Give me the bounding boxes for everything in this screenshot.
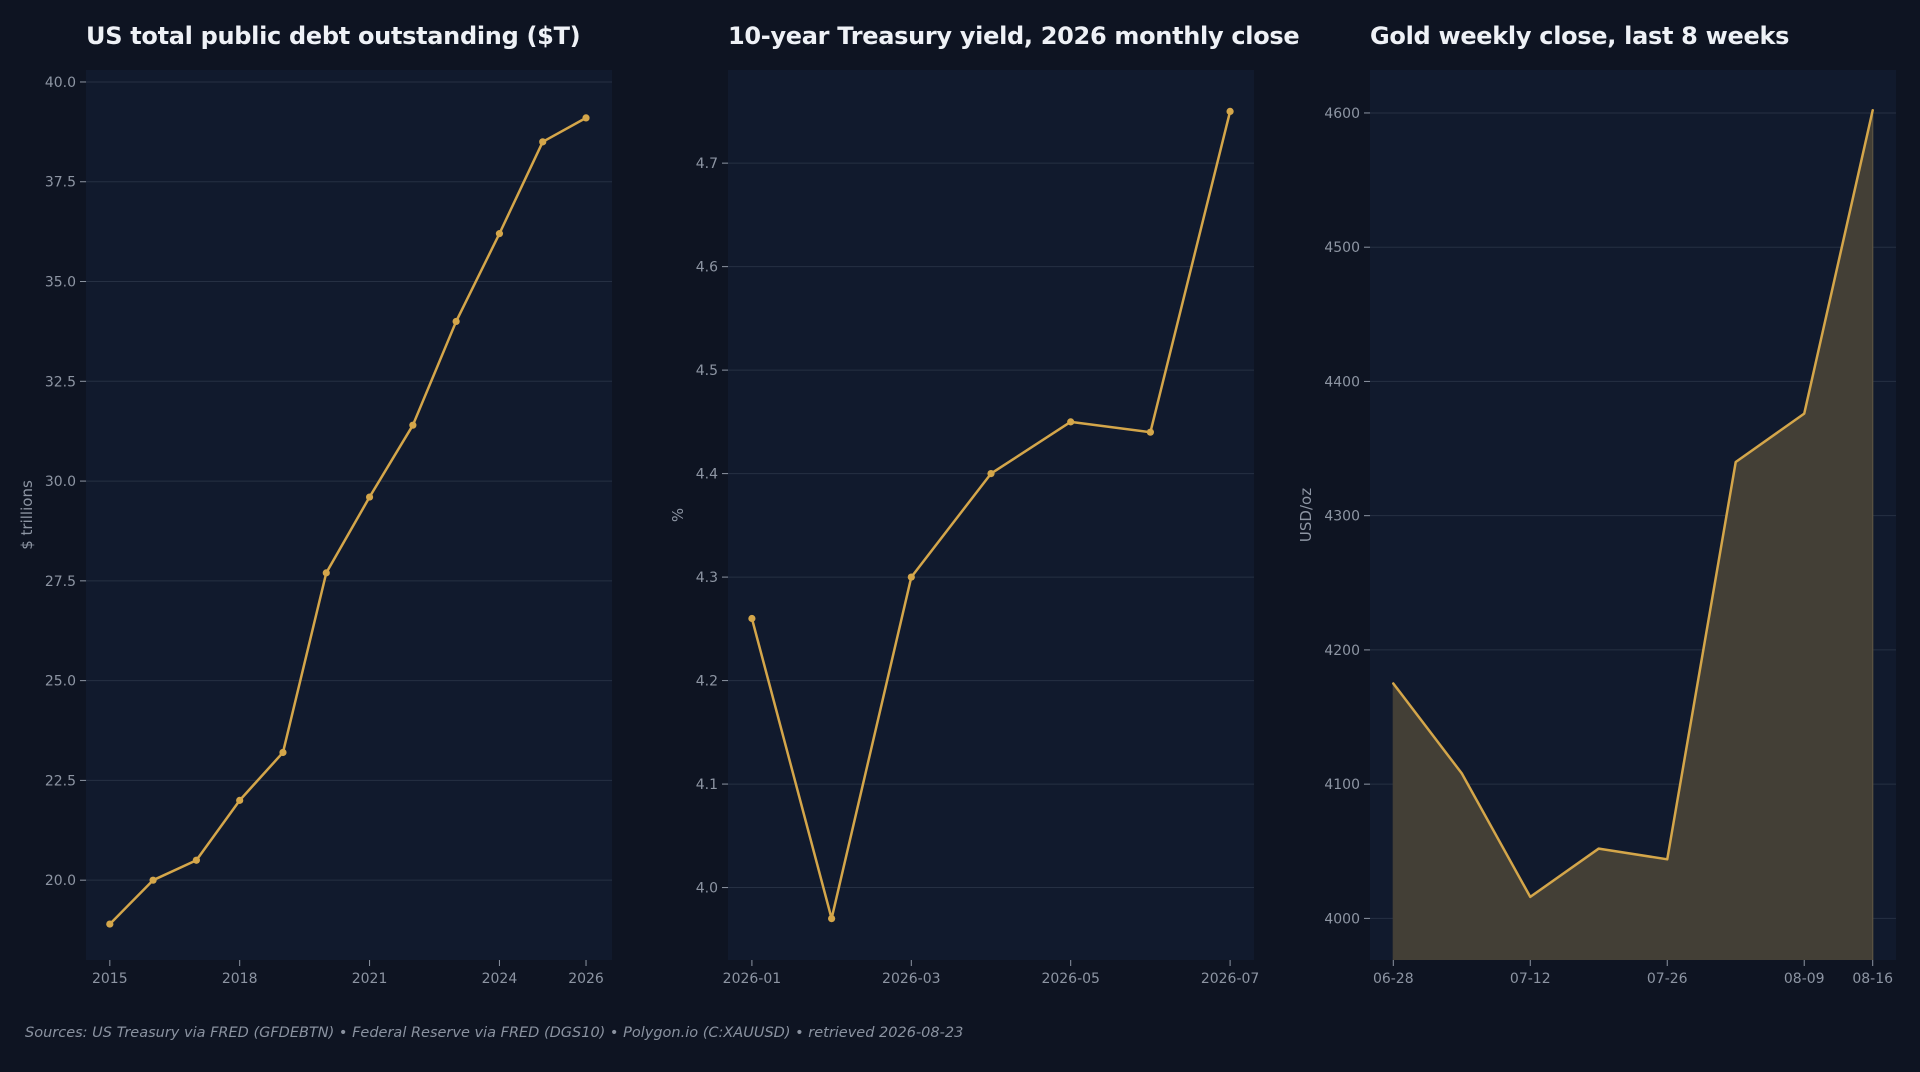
chart-2-y-tick-label: 4.0 — [696, 881, 718, 897]
chart-2-x-tick-label: 2026-07 — [1201, 971, 1260, 987]
chart-3-y-tick-label: 4600 — [1324, 106, 1360, 122]
chart-2-x-tick-label: 2026-03 — [882, 971, 941, 987]
chart-3-x-tick-label: 07-26 — [1647, 971, 1688, 987]
chart-1-data-point — [409, 421, 417, 429]
chart-3-x-tick-label: 07-12 — [1510, 971, 1551, 987]
chart-1-y-tick-label: 25.0 — [45, 674, 76, 690]
chart-2-y-axis-label: % — [669, 508, 687, 522]
chart-1-data-point — [279, 748, 287, 757]
chart-1-data-point — [192, 856, 200, 864]
chart-1-data-point — [236, 796, 244, 804]
chart-2-y-tick-label: 4.5 — [696, 363, 718, 379]
chart-1-y-tick-label: 40.0 — [45, 75, 76, 91]
chart-2-y-tick-label: 4.4 — [696, 467, 718, 483]
chart-2-data-point — [1226, 107, 1234, 115]
chart-1-x-tick-label: 2026 — [568, 971, 604, 987]
chart-1-y-tick-label: 35.0 — [45, 275, 76, 291]
chart-1-data-point — [365, 493, 374, 501]
chart-1-data-point — [149, 876, 157, 884]
chart-3-y-tick-label: 4200 — [1324, 643, 1360, 659]
chart-1: 20.0 22.5 25.0 27.5 30.0 32.5 35.0 37.5 40.0 2015… — [18, 70, 612, 987]
chart-1-x-tick-label: 2018 — [222, 971, 258, 987]
chart-1-title: US total public debt outstanding ($T) — [86, 22, 581, 50]
chart-3-title: Gold weekly close, last 8 weeks — [1370, 22, 1790, 50]
chart-3-y-tick-label: 4300 — [1324, 509, 1360, 525]
chart-2-y-tick-label: 4.3 — [696, 570, 718, 586]
chart-3-y-tick-label: 4400 — [1324, 374, 1360, 390]
chart-2-data-point — [828, 915, 836, 923]
chart-1-x-tick-label: 2024 — [482, 971, 518, 987]
chart-1-data-point — [452, 317, 460, 326]
chart-3-x-tick-label: 08-16 — [1852, 971, 1893, 987]
chart-1-series-line — [108, 116, 588, 926]
sources-footnote: Sources: US Treasury via FRED (GFDEBTN) … — [25, 1025, 964, 1041]
chart-3-y-tick-label: 4100 — [1324, 777, 1360, 793]
chart-3-x-tick-label: 06-28 — [1373, 971, 1414, 987]
chart-2-data-point — [907, 573, 915, 581]
chart-2-data-point — [987, 470, 995, 478]
chart-1-x-tick-label: 2015 — [92, 971, 128, 987]
chart-1-data-point — [539, 138, 547, 146]
chart-1-y-tick-label: 27.5 — [45, 574, 76, 590]
chart-2-y-tick-label: 4.6 — [696, 260, 718, 276]
chart-3-y-tick-label: 4000 — [1324, 911, 1360, 927]
chart-2-y-tick-label: 4.2 — [696, 674, 718, 690]
chart-3-area-fill — [1393, 110, 1873, 961]
chart-3-y-axis-label: USD/oz — [1297, 488, 1315, 542]
chart-1-y-tick-label: 37.5 — [45, 175, 76, 191]
chart-2-x-tick-label: 2026-01 — [723, 971, 782, 987]
chart-2-plot-area — [728, 70, 1254, 960]
chart-1-plot-area — [86, 70, 612, 960]
chart-1-y-tick-label: 32.5 — [45, 374, 76, 390]
chart-1-data-point — [322, 569, 330, 577]
chart-3-series-line — [1392, 109, 1874, 899]
chart-3-y-tick-label: 4500 — [1324, 240, 1360, 256]
chart-2-title: 10-year Treasury yield, 2026 monthly clo… — [728, 22, 1300, 50]
chart-2-y-tick-label: 4.1 — [696, 777, 718, 793]
chart-2: 4.0 4.1 4.2 4.3 4.4 4.5 4.6 4.7 2026-01 2026-03 20… — [669, 70, 1259, 987]
chart-1-y-axis-label: $ trillions — [18, 480, 36, 550]
chart-1-y-tick-label: 22.5 — [45, 773, 76, 789]
chart-1-data-point — [106, 920, 114, 928]
chart-1-data-point — [582, 114, 590, 122]
chart-1-y-tick-label: 20.0 — [45, 873, 76, 889]
chart-3: 4000 4100 4200 4300 4400 4500 4600 06-28 07-12 07… — [1297, 70, 1896, 987]
chart-3-x-tick-label: 08-09 — [1784, 971, 1825, 987]
chart-2-data-point — [748, 614, 756, 623]
chart-2-data-point — [1146, 428, 1154, 436]
chart-2-data-point — [1067, 418, 1075, 426]
chart-1-y-tick-label: 30.0 — [45, 474, 76, 490]
chart-2-x-tick-label: 2026-05 — [1041, 971, 1100, 987]
chart-2-y-tick-label: 4.7 — [696, 156, 718, 172]
chart-1-x-tick-label: 2021 — [352, 971, 388, 987]
chart-1-data-point — [495, 230, 504, 238]
